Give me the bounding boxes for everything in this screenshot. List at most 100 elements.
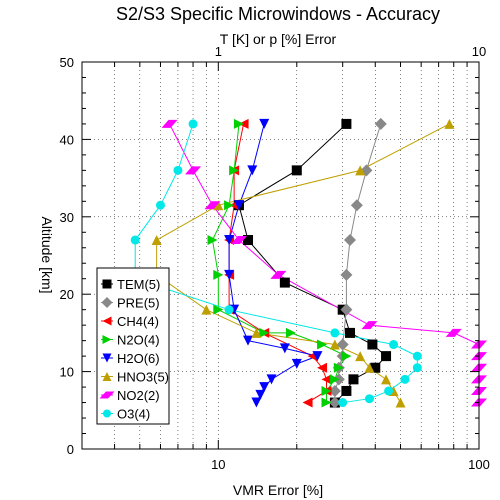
parallelogram-marker	[185, 166, 202, 175]
triangle-down-marker	[291, 358, 302, 369]
parallelogram-marker	[161, 119, 178, 128]
triangle-up-marker	[444, 118, 455, 129]
diamond-marker	[350, 199, 363, 212]
circle-marker	[338, 398, 348, 408]
y-axis-label: Altitude [km]	[39, 216, 55, 293]
diamond-marker	[101, 297, 113, 308]
diamond-marker	[340, 303, 353, 316]
top-tick-label: 1	[215, 44, 222, 59]
circle-marker	[130, 235, 140, 245]
triangle-down-marker	[255, 389, 266, 400]
top-axis-label: T [K] or p [%] Error	[220, 31, 337, 47]
triangle-up-marker	[355, 351, 366, 362]
triangle-right-marker	[233, 118, 244, 129]
triangle-down-marker	[247, 165, 258, 176]
legend-label: NO2(2)	[117, 388, 160, 403]
y-tick-label: 20	[60, 287, 74, 302]
y-tick-label: 0	[67, 442, 74, 457]
triangle-down-marker	[243, 335, 254, 346]
circle-marker	[389, 340, 399, 350]
data-markers	[130, 117, 487, 409]
triangle-up-marker	[213, 200, 224, 211]
triangle-up-marker	[102, 372, 112, 381]
triangle-up-marker	[329, 339, 340, 350]
triangle-down-marker	[233, 200, 244, 211]
triangle-up-marker	[151, 235, 162, 246]
triangle-right-marker	[207, 235, 218, 246]
triangle-up-marker	[381, 374, 392, 385]
legend-box	[96, 267, 170, 425]
triangle-right-marker	[321, 385, 332, 396]
triangle-down-marker	[266, 374, 277, 385]
triangle-right-marker	[102, 335, 112, 344]
square-marker	[344, 327, 355, 338]
legend: TEM(5) PRE(5) CH4(4) N2O(4) H2O(6) HNO3(5) NO2…	[96, 267, 170, 425]
diamond-marker	[340, 268, 353, 281]
diamond-marker	[343, 234, 356, 247]
triangle-up-marker	[355, 165, 366, 176]
parallelogram-marker	[445, 328, 462, 337]
diamond-marker	[328, 384, 341, 397]
circle-marker	[384, 386, 394, 396]
x-tick-label: 100	[468, 457, 490, 472]
triangle-up-marker	[395, 397, 406, 408]
series-line-n2o-4	[211, 123, 348, 403]
circle-marker	[103, 409, 111, 418]
triangle-right-marker	[333, 362, 344, 373]
circle-marker	[412, 351, 422, 361]
circle-marker	[330, 328, 340, 338]
circle-marker	[173, 165, 183, 175]
triangle-right-marker	[224, 200, 235, 211]
triangle-right-marker	[321, 397, 332, 408]
triangle-up-marker	[251, 327, 262, 338]
square-marker	[102, 279, 112, 289]
legend-label: N2O(4)	[117, 333, 160, 348]
triangle-down-marker	[279, 343, 290, 354]
square-marker	[341, 118, 352, 129]
triangle-up-marker	[201, 304, 212, 315]
triangle-right-marker	[285, 327, 296, 338]
triangle-left-marker	[102, 316, 112, 326]
parallelogram-marker	[99, 391, 115, 399]
triangle-left-marker	[321, 374, 332, 385]
square-marker	[381, 351, 392, 362]
triangle-left-marker	[302, 397, 313, 408]
y-tick-label: 50	[60, 55, 74, 70]
legend-label: PRE(5)	[117, 296, 160, 311]
triangle-down-marker	[251, 397, 262, 408]
series-line-hno3-5	[156, 123, 450, 403]
square-marker	[279, 277, 290, 288]
circle-marker	[188, 119, 198, 129]
top-tick-label: 10	[472, 44, 486, 59]
parallelogram-marker	[270, 270, 287, 279]
series-line-ch4-4	[228, 123, 327, 403]
parallelogram-marker	[361, 321, 378, 330]
square-marker	[348, 374, 359, 385]
circle-marker	[224, 305, 234, 315]
legend-label: H2O(6)	[117, 351, 160, 366]
square-marker	[341, 385, 352, 396]
triangle-right-marker	[317, 339, 328, 350]
square-marker	[370, 362, 381, 373]
circle-marker	[412, 363, 422, 373]
circle-marker	[400, 374, 410, 384]
series-line-o3-4	[134, 123, 418, 404]
square-marker	[243, 235, 254, 246]
parallelogram-marker	[230, 236, 247, 245]
triangle-right-marker	[259, 327, 270, 338]
legend-label: O3(4)	[117, 407, 150, 422]
x-tick-label: 10	[211, 457, 225, 472]
triangle-down-marker	[259, 382, 270, 393]
triangle-right-marker	[213, 304, 224, 315]
triangle-down-marker	[224, 235, 235, 246]
circle-marker	[364, 394, 374, 404]
circle-marker	[155, 200, 165, 210]
triangle-right-marker	[341, 351, 352, 362]
triangle-right-marker	[229, 165, 240, 176]
y-tick-label: 30	[60, 210, 74, 225]
series-line-h2o-6	[228, 123, 320, 403]
triangle-down-marker	[259, 118, 270, 129]
y-tick-label: 10	[60, 365, 74, 380]
diamond-marker	[374, 117, 387, 130]
